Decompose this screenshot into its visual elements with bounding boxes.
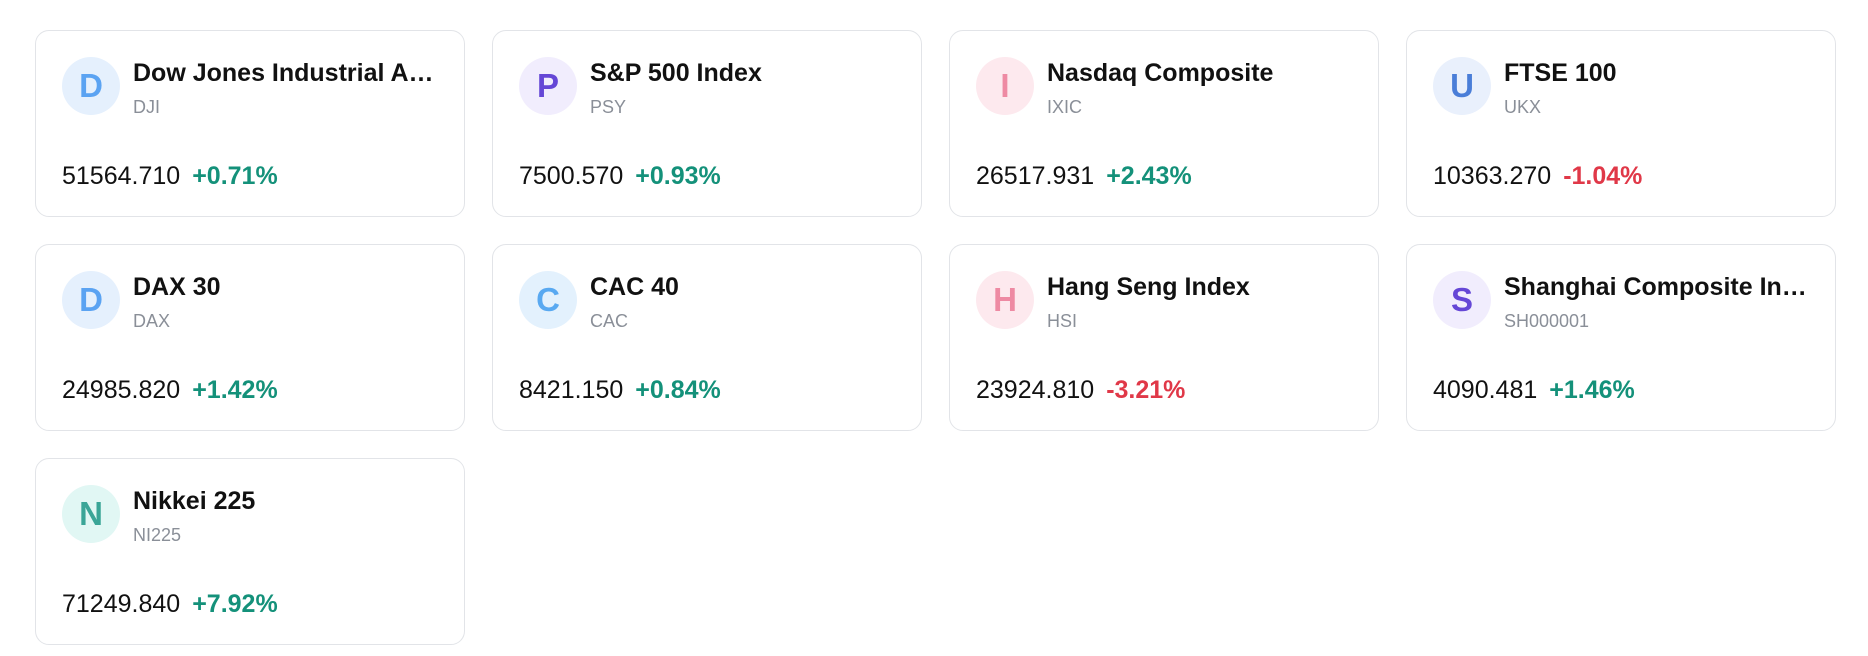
ticker: PSY xyxy=(590,97,627,117)
ticker: IXIC xyxy=(1047,97,1083,117)
index-name: Nasdaq Composite xyxy=(1047,59,1274,87)
quote: 24985.820 +1.42% xyxy=(62,376,278,405)
index-name: Dow Jones Industrial A… xyxy=(133,59,434,87)
index-name: Shanghai Composite In… xyxy=(1504,273,1807,301)
index-name: FTSE 100 xyxy=(1504,59,1617,87)
price: 10363.270 xyxy=(1433,162,1552,190)
index-card[interactable]: I Nasdaq Composite IXIC 26517.931 +2.43% xyxy=(949,30,1379,217)
index-name: DAX 30 xyxy=(133,273,221,301)
quote: 26517.931 +2.43% xyxy=(976,162,1192,191)
ticker: UKX xyxy=(1504,97,1542,117)
price: 26517.931 xyxy=(976,162,1095,190)
avatar: D xyxy=(62,271,120,329)
change: +2.43% xyxy=(1106,162,1192,190)
price: 24985.820 xyxy=(62,376,181,404)
change: +1.42% xyxy=(192,376,278,404)
price: 23924.810 xyxy=(976,376,1095,404)
ticker: HSI xyxy=(1047,311,1078,331)
index-card[interactable]: H Hang Seng Index HSI 23924.810 -3.21% xyxy=(949,244,1379,431)
index-card[interactable]: P S&P 500 Index PSY 7500.570 +0.93% xyxy=(492,30,922,217)
index-card[interactable]: N Nikkei 225 NI225 71249.840 +7.92% xyxy=(35,458,465,645)
avatar: D xyxy=(62,57,120,115)
index-name: S&P 500 Index xyxy=(590,59,762,87)
index-card[interactable]: D Dow Jones Industrial A… DJI 51564.710 +0.7… xyxy=(35,30,465,217)
change: +0.71% xyxy=(192,162,278,190)
avatar: S xyxy=(1433,271,1491,329)
quote: 23924.810 -3.21% xyxy=(976,376,1185,405)
quote: 4090.481 +1.46% xyxy=(1433,376,1635,405)
change: -1.04% xyxy=(1563,162,1643,190)
ticker: NI225 xyxy=(133,525,182,545)
index-card[interactable]: D DAX 30 DAX 24985.820 +1.42% xyxy=(35,244,465,431)
index-name: CAC 40 xyxy=(590,273,679,301)
avatar: N xyxy=(62,485,120,543)
index-name: Hang Seng Index xyxy=(1047,273,1250,301)
avatar: C xyxy=(519,271,577,329)
change: +0.93% xyxy=(635,162,721,190)
change: +0.84% xyxy=(635,376,721,404)
price: 4090.481 xyxy=(1433,376,1538,404)
index-card[interactable]: U FTSE 100 UKX 10363.270 -1.04% xyxy=(1406,30,1836,217)
avatar: I xyxy=(976,57,1034,115)
index-card[interactable]: S Shanghai Composite In… SH000001 4090.481 +… xyxy=(1406,244,1836,431)
quote: 8421.150 +0.84% xyxy=(519,376,721,405)
quote: 71249.840 +7.92% xyxy=(62,590,278,619)
change: +1.46% xyxy=(1549,376,1635,404)
avatar: U xyxy=(1433,57,1491,115)
index-card[interactable]: C CAC 40 CAC 8421.150 +0.84% xyxy=(492,244,922,431)
price: 51564.710 xyxy=(62,162,181,190)
quote: 51564.710 +0.71% xyxy=(62,162,278,191)
ticker: SH000001 xyxy=(1504,311,1590,331)
price: 71249.840 xyxy=(62,590,181,618)
index-grid: D Dow Jones Industrial A… DJI 51564.710 +0.7… xyxy=(35,30,1836,645)
avatar: H xyxy=(976,271,1034,329)
index-name: Nikkei 225 xyxy=(133,487,256,515)
quote: 7500.570 +0.93% xyxy=(519,162,721,191)
avatar: P xyxy=(519,57,577,115)
change: +7.92% xyxy=(192,590,278,618)
quote: 10363.270 -1.04% xyxy=(1433,162,1642,191)
ticker: DAX xyxy=(133,311,171,331)
ticker: DJI xyxy=(133,97,160,117)
change: -3.21% xyxy=(1106,376,1186,404)
ticker: CAC xyxy=(590,311,629,331)
price: 7500.570 xyxy=(519,162,624,190)
price: 8421.150 xyxy=(519,376,624,404)
